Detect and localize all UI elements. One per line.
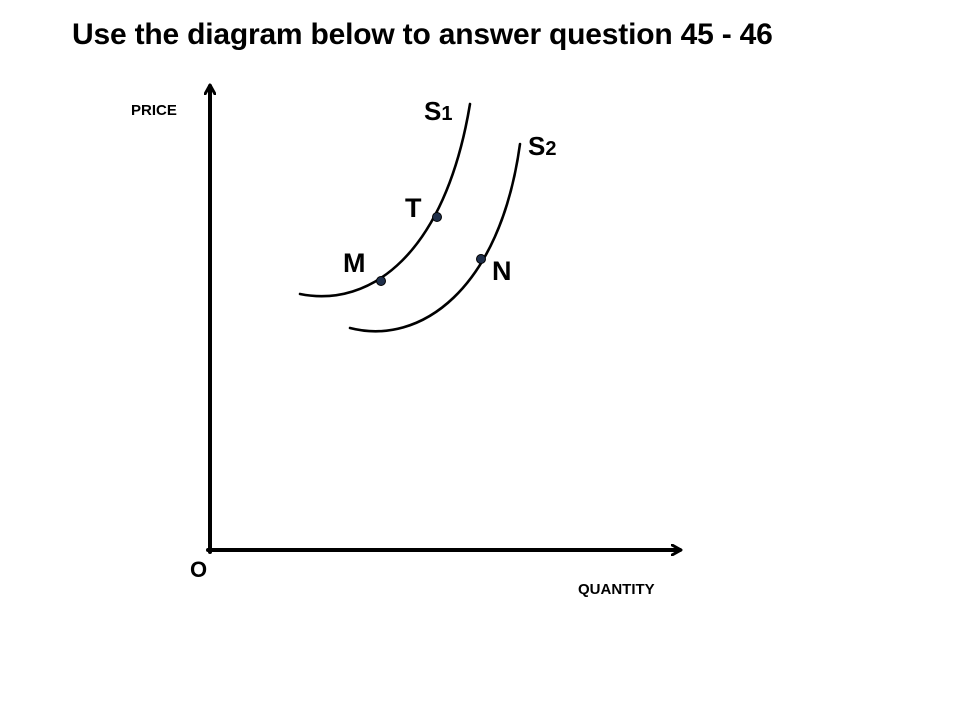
point-t (432, 212, 442, 222)
x-axis-label: QUANTITY (578, 581, 655, 598)
point-label-t: T (405, 193, 422, 223)
curve-label-s1-letter: S (424, 96, 441, 126)
curve-label-s2-sub: 2 (545, 138, 556, 160)
curve-label-s1: S1 (424, 96, 452, 126)
page-title: Use the diagram below to answer question… (72, 18, 773, 51)
curve-label-s2-letter: S (528, 131, 545, 161)
supply-curve-s1 (298, 102, 472, 298)
point-label-m: M (343, 248, 366, 278)
y-axis-label: PRICE (131, 102, 177, 119)
point-m (376, 276, 386, 286)
curve-label-s2: S2 (528, 131, 556, 161)
point-n (476, 254, 486, 264)
origin-label: O (190, 557, 207, 582)
point-label-n: N (492, 256, 512, 286)
curve-label-s1-sub: 1 (441, 103, 452, 125)
supply-curve-s2 (348, 142, 522, 333)
